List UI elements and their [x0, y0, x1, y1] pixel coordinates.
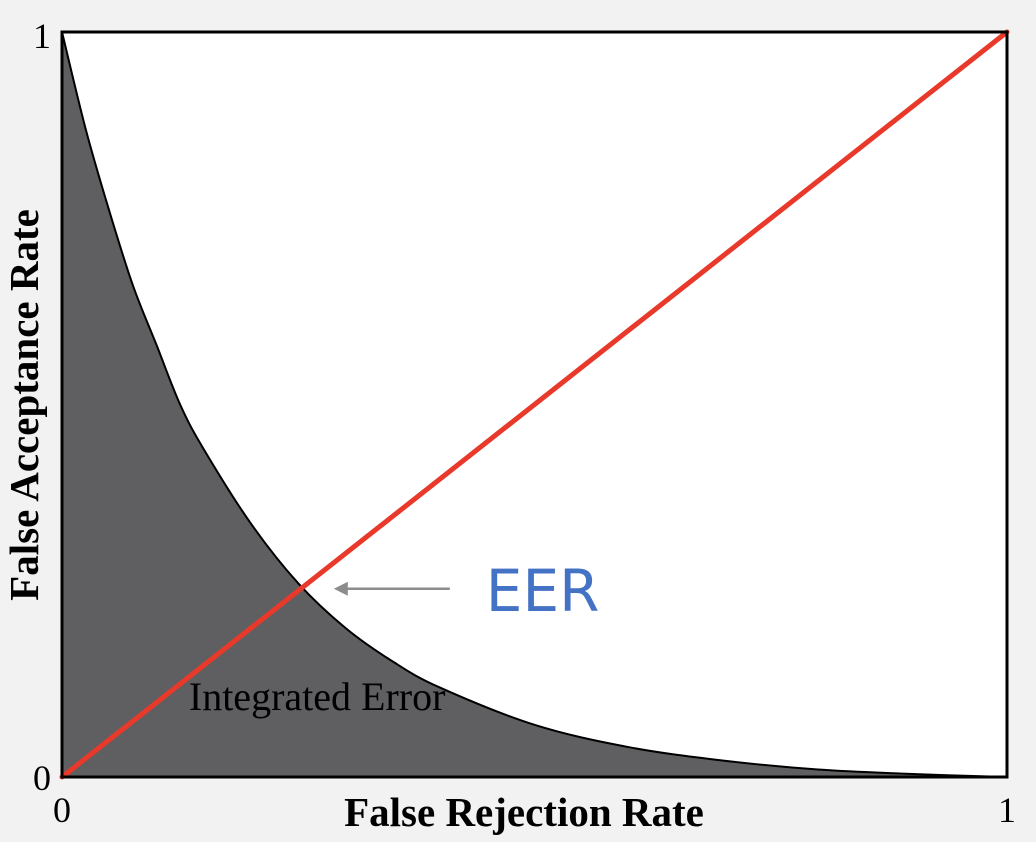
plot-frame	[60, 30, 1009, 779]
y-tick-label-1: 1	[33, 16, 51, 56]
annotation-eer: EER	[486, 557, 600, 625]
x-tick-label-0: 0	[53, 790, 71, 830]
x-tick-label-1: 1	[998, 790, 1016, 830]
eer-arrow-head	[333, 581, 348, 596]
x-axis-label: False Rejection Rate	[344, 789, 704, 835]
annotation-integrated-error: Integrated Error	[189, 674, 446, 719]
error-curve	[61, 31, 1008, 778]
eer-diagonal-line	[59, 29, 1010, 780]
y-tick-label-0: 0	[33, 758, 51, 798]
y-axis-label: False Acceptance Rate	[1, 209, 47, 601]
